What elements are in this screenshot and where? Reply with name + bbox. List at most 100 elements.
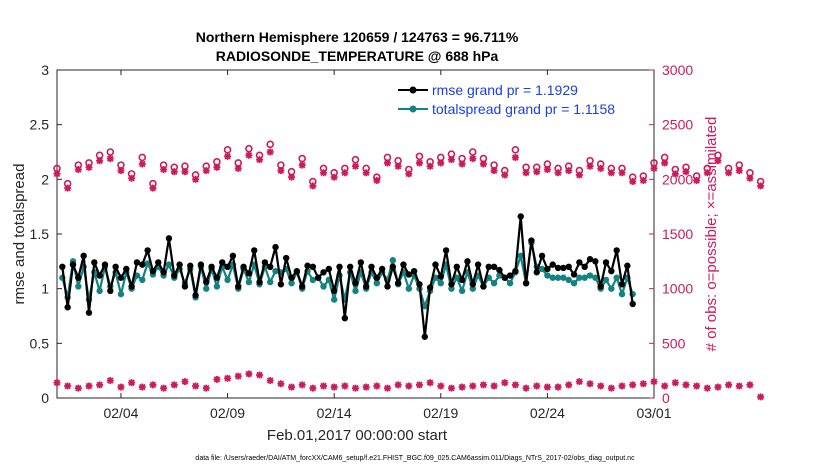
totalspread-point — [458, 287, 466, 295]
rmse-point — [133, 259, 141, 266]
rmse-point — [538, 252, 546, 260]
obs-assimilated-point — [160, 165, 168, 173]
obs-marker-stroke — [725, 169, 732, 177]
obs-marker-stroke — [725, 381, 732, 389]
obs-marker-stroke — [522, 169, 530, 177]
totalspread-point — [544, 272, 551, 279]
rmse-point — [522, 280, 530, 287]
obs-assimilated-point — [533, 382, 541, 390]
rmse-point — [224, 263, 231, 270]
totalspread-point — [139, 276, 146, 284]
tick-marks — [57, 69, 655, 399]
obs-marker-stroke — [352, 162, 359, 170]
rmse-point — [165, 235, 173, 242]
obs-assimilated-point — [149, 184, 157, 192]
obs-marker-stroke — [213, 164, 221, 171]
obs-assimilated-point — [703, 169, 711, 177]
obs-marker-stroke — [565, 167, 572, 174]
totalspread-point — [576, 274, 583, 281]
totalspread-point — [373, 280, 381, 287]
obs-assimilated-point — [533, 168, 541, 176]
totalspread-point — [586, 272, 594, 279]
obs-assimilated-point — [746, 174, 754, 182]
obs-assimilated-point — [543, 383, 551, 391]
rmse-point — [240, 263, 247, 270]
obs-marker-stroke — [437, 159, 445, 167]
obs-assimilated-point — [106, 155, 114, 163]
obs-assimilated-point — [725, 169, 733, 177]
obs-marker-stroke — [469, 382, 477, 390]
rmse-point — [597, 283, 604, 290]
obs-assimilated-point — [64, 184, 72, 192]
obs-marker-stroke — [629, 178, 636, 185]
obs-marker-stroke — [352, 384, 359, 392]
rmse-point — [112, 263, 119, 270]
totalspread-point — [549, 274, 556, 281]
x-tick-label: 02/19 — [423, 405, 458, 421]
obs-assimilated-point — [437, 159, 445, 167]
obs-marker-stroke — [640, 177, 647, 184]
rmse-point — [554, 264, 562, 272]
rmse-point — [117, 274, 125, 281]
rmse-point — [496, 266, 503, 274]
obs-marker-stroke — [298, 161, 306, 169]
obs-assimilated-point — [586, 162, 594, 170]
rmse-point — [469, 281, 476, 288]
rmse-point — [293, 267, 301, 275]
rmse-point — [59, 263, 66, 270]
obs-assimilated-point — [288, 173, 296, 181]
obs-possible-point — [511, 146, 520, 154]
rmse-point — [91, 259, 98, 266]
obs-marker-stroke — [266, 377, 274, 384]
obs-assimilated-point — [565, 381, 573, 389]
rmse-point — [549, 261, 556, 268]
rmse-point — [330, 287, 338, 295]
obs-assimilated-point — [501, 171, 509, 179]
obs-marker-stroke — [298, 381, 306, 389]
obs-assimilated-point — [693, 176, 701, 184]
obs-assimilated-point — [138, 160, 146, 168]
x-tick-label: 02/09 — [210, 405, 245, 421]
rmse-point — [85, 309, 93, 316]
obs-marker-stroke — [384, 384, 391, 392]
rmse-point — [229, 252, 237, 260]
obs-marker-stroke — [512, 154, 519, 161]
obs-marker-stroke — [96, 157, 103, 165]
rmse-point — [458, 276, 466, 284]
obs-marker-stroke — [448, 156, 455, 163]
rmse-point — [208, 263, 215, 270]
totalspread-point — [144, 260, 151, 267]
y-tick-label-right: 1000 — [662, 281, 693, 297]
rmse-point — [490, 263, 498, 270]
obs-marker-stroke — [128, 379, 135, 386]
obs-marker-stroke — [384, 159, 391, 167]
rmse-point — [378, 265, 386, 273]
rmse-point — [485, 263, 492, 270]
rmse-point — [107, 287, 114, 295]
obs-assimilated-point — [53, 379, 61, 387]
rmse-point — [400, 261, 407, 268]
obs-marker-stroke — [597, 165, 604, 172]
obs-marker-stroke — [149, 184, 157, 192]
totalspread-point — [570, 280, 578, 287]
obs-marker-stroke — [661, 159, 668, 167]
obs-marker-stroke — [501, 379, 509, 386]
obs-marker-stroke — [448, 384, 455, 392]
obs-marker-stroke — [693, 177, 700, 184]
totalspread-point — [618, 290, 626, 298]
rmse-point — [69, 261, 77, 268]
rmse-point — [389, 263, 397, 270]
obs-assimilated-point — [597, 382, 605, 390]
obs-marker-stroke — [149, 381, 157, 389]
obs-marker-stroke — [458, 160, 466, 168]
obs-assimilated-point — [479, 160, 487, 168]
obs-assimilated-point — [586, 380, 594, 388]
obs-marker-stroke — [469, 155, 477, 162]
obs-marker-stroke — [64, 382, 71, 390]
obs-assimilated-point — [479, 381, 487, 389]
rmse-point — [501, 274, 508, 281]
obs-assimilated-point — [437, 382, 445, 390]
obs-assimilated-point — [245, 370, 253, 378]
obs-marker-stroke — [426, 379, 434, 386]
obs-assimilated-point — [256, 156, 264, 164]
